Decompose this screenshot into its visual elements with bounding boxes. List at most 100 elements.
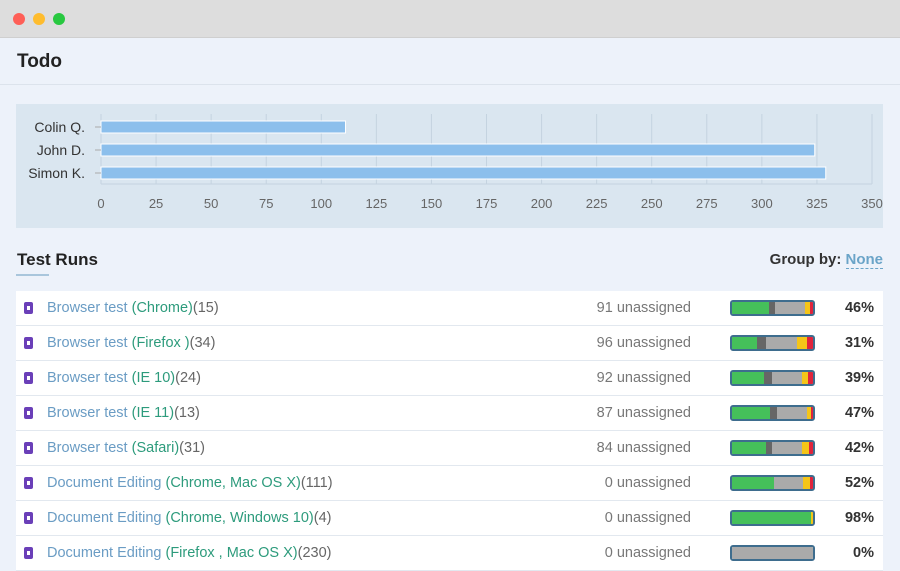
section-underline [16,274,49,276]
progress-passed [732,407,771,419]
y-tick-label: John D. [37,142,85,158]
x-tick-label: 325 [806,196,828,211]
group-by-label: Group by: [769,251,842,268]
progress-failed [808,372,813,384]
section-title: Test Runs [17,250,98,269]
run-name[interactable]: Browser test [47,440,128,456]
chart-svg: 0 25 50 75 100 125 150 175 200 225 250 275 300 325 350… [28,114,883,211]
test-run-row: Browser test (Chrome)(15) 91 unassigned … [16,291,883,326]
x-tick-label: 75 [259,196,273,211]
clipboard-icon [24,337,33,349]
unassigned-count: 0 unassigned [604,475,691,491]
title-bar [0,0,900,38]
run-link[interactable]: Browser test (IE 10)(24) [47,361,201,395]
progress-bar [730,510,815,526]
run-count: (24) [175,370,201,386]
run-name[interactable]: Document Editing [47,545,162,561]
progress-retest [811,512,813,524]
run-link[interactable]: Document Editing (Chrome, Windows 10)(4) [47,501,331,535]
x-tick-label: 0 [97,196,104,211]
progress-bar [730,370,815,386]
progress-retest [796,337,807,349]
run-config[interactable]: (Chrome, Mac OS X) [165,475,301,491]
page-title: Todo [0,38,900,85]
clipboard-icon [24,512,33,524]
run-config[interactable]: (Safari) [131,440,180,456]
run-count: (4) [313,510,332,526]
run-link[interactable]: Document Editing (Chrome, Mac OS X)(111) [47,466,333,500]
progress-bar [730,300,815,316]
unassigned-count: 91 unassigned [596,300,691,316]
minimize-button[interactable] [33,13,45,25]
clipboard-icon [24,372,33,384]
run-name[interactable]: Document Editing [47,475,162,491]
progress-retest [806,407,812,419]
run-config[interactable]: (IE 10) [131,370,176,386]
run-config[interactable]: (IE 11) [131,405,175,421]
run-link[interactable]: Document Editing (Firefox , Mac OS X)(23… [47,536,331,570]
progress-blocked [763,372,772,384]
run-count: (230) [297,545,332,561]
progress-untested [771,372,802,384]
progress-retest [801,372,809,384]
test-run-row: Browser test (IE 11)(13) 87 unassigned 4… [16,396,883,431]
run-name[interactable]: Browser test [47,405,128,421]
percent-complete: 52% [844,475,874,491]
percent-complete: 47% [844,405,874,421]
percent-complete: 42% [844,440,874,456]
progress-blocked [766,442,773,454]
progress-failed [806,337,813,349]
bar-colin-q- [100,120,347,134]
clipboard-icon [24,442,33,454]
clipboard-icon [24,547,33,559]
test-run-row: Browser test (IE 10)(24) 92 unassigned 3… [16,361,883,396]
run-count: (31) [179,440,205,456]
x-tick-label: 250 [641,196,663,211]
group-by-select[interactable]: None [845,251,883,269]
clipboard-icon [24,477,33,489]
bar-simon-k- [100,166,827,180]
progress-bar [730,335,815,351]
percent-complete: 0% [853,545,874,561]
close-button[interactable] [13,13,25,25]
run-config[interactable]: (Firefox , Mac OS X) [165,545,298,561]
x-tick-label: 50 [204,196,218,211]
progress-bar [730,440,815,456]
run-name[interactable]: Browser test [47,300,128,316]
unassigned-count: 92 unassigned [596,370,691,386]
x-tick-label: 125 [366,196,388,211]
test-run-row: Document Editing (Firefox , Mac OS X)(23… [16,536,883,571]
run-count: (111) [300,475,333,491]
progress-retest [804,302,810,314]
progress-failed [809,302,813,314]
progress-passed [732,477,775,489]
run-config[interactable]: (Chrome) [131,300,193,316]
run-name[interactable]: Browser test [47,335,128,351]
maximize-button[interactable] [53,13,65,25]
percent-complete: 46% [844,300,874,316]
run-config[interactable]: (Chrome, Windows 10) [165,510,314,526]
unassigned-count: 0 unassigned [604,545,691,561]
progress-failed [811,407,813,419]
run-count: (34) [189,335,216,351]
x-tick-label: 200 [531,196,553,211]
test-run-row: Document Editing (Chrome, Mac OS X)(111)… [16,466,883,501]
x-tick-label: 175 [476,196,498,211]
x-tick-label: 225 [586,196,608,211]
y-tick-label: Colin Q. [34,119,85,135]
progress-untested [774,302,805,314]
progress-bar [730,405,815,421]
run-link[interactable]: Browser test (Safari)(31) [47,431,205,465]
progress-untested [774,477,804,489]
unassigned-count: 87 unassigned [596,405,691,421]
run-name[interactable]: Browser test [47,370,128,386]
test-run-row: Document Editing (Chrome, Windows 10)(4)… [16,501,883,536]
clipboard-icon [24,302,33,314]
run-name[interactable]: Document Editing [47,510,162,526]
run-link[interactable]: Browser test (Chrome)(15) [47,291,219,325]
run-link[interactable]: Browser test (Firefox )(34) [47,326,215,360]
run-config[interactable]: (Firefox ) [131,335,190,351]
progress-untested [732,547,813,559]
run-link[interactable]: Browser test (IE 11)(13) [47,396,200,430]
progress-untested [766,337,797,349]
